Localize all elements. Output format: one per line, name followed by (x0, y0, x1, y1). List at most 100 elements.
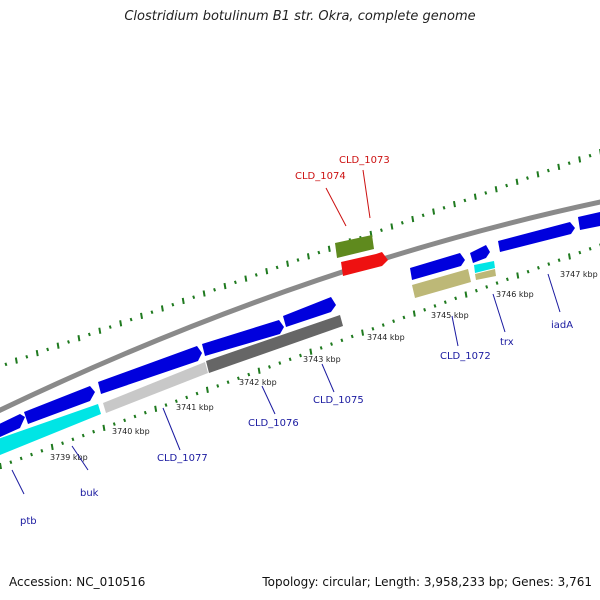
inner-tick (154, 405, 158, 413)
outer-tick (286, 260, 290, 267)
inner-tick (61, 441, 65, 445)
outer-tick (56, 342, 60, 349)
inner-tick (216, 384, 220, 388)
gene-label-CLD_1077[interactable]: CLD_1077 (157, 453, 208, 464)
gene-arrow-fwd-6[interactable] (410, 253, 465, 280)
outer-tick (14, 357, 18, 364)
gene-labels: ptb buk CLD_1077 CLD_1076 CLD_1075 CLD_1074 CL… (11, 155, 573, 527)
gene-leader-line (547, 273, 561, 313)
gene-leader-line (325, 187, 347, 227)
outer-tick (233, 280, 237, 285)
inner-tick (174, 399, 178, 404)
inner-tick (340, 338, 344, 343)
inner-tick (9, 460, 13, 465)
outer-tick (484, 191, 488, 195)
gene-label-CLD_1074[interactable]: CLD_1074 (295, 171, 346, 182)
gene-trx[interactable] (474, 261, 495, 273)
outer-tick (35, 349, 39, 357)
outer-tick (192, 295, 196, 300)
gene-leader-line (71, 445, 89, 471)
gene-label-CLD_1073[interactable]: CLD_1073 (339, 155, 390, 166)
gene-label-trx[interactable]: trx (500, 337, 514, 348)
inner-tick (71, 437, 75, 442)
outer-tick (306, 253, 310, 260)
gene-label-CLD_1076[interactable]: CLD_1076 (248, 418, 299, 429)
gene-trx-partner[interactable] (475, 269, 496, 280)
outer-tick (400, 220, 404, 225)
scale-label: 3745 kbp (431, 311, 469, 320)
inner-tick (567, 253, 571, 260)
inner-tick (526, 269, 530, 274)
highlighted-genes (335, 235, 388, 276)
outer-tick (390, 223, 394, 230)
inner-tick (268, 365, 271, 369)
gene-arrow-fwd-8[interactable] (498, 222, 575, 252)
gene-CLD_1072[interactable] (412, 269, 471, 298)
inner-tick (485, 285, 489, 289)
outer-tick (4, 362, 8, 367)
outer-tick (567, 161, 571, 165)
gene-arrow-fwd-5[interactable] (283, 297, 336, 327)
inner-tick (133, 414, 137, 419)
inner-tick (185, 395, 189, 400)
inner-tick (81, 433, 85, 438)
outer-tick (411, 215, 415, 223)
gene-leader-line (492, 293, 506, 333)
gene-CLD_1074[interactable] (335, 235, 374, 258)
inner-tick (330, 342, 333, 346)
inner-tick (464, 291, 468, 298)
gene-label-buk[interactable]: buk (80, 488, 99, 499)
inner-tick (319, 346, 323, 350)
gene-leader-line (362, 169, 371, 219)
inner-tick (454, 296, 458, 301)
inner-tick (123, 418, 127, 423)
inner-tick (402, 315, 406, 320)
outer-tick (119, 320, 123, 327)
outer-tick (515, 178, 519, 185)
outer-tick (254, 273, 258, 277)
scale-label: 3740 kbp (112, 427, 150, 436)
scale-label: 3741 kbp (176, 403, 214, 412)
inner-tick (257, 367, 261, 374)
inner-tick (557, 258, 561, 263)
outer-tick (202, 290, 206, 297)
outer-tick (463, 198, 467, 203)
gene-label-ptb[interactable]: ptb (20, 516, 37, 527)
outer-tick (296, 258, 300, 262)
gene-leader-line (162, 407, 181, 451)
outer-tick (181, 297, 185, 305)
gene-arrow-fwd-9[interactable] (578, 212, 600, 230)
gene-CLD_1076[interactable] (206, 315, 343, 373)
outer-tick (213, 287, 217, 292)
gene-label-iadA[interactable]: iadA (551, 320, 573, 331)
scale-label: 3746 kbp (496, 290, 534, 299)
outer-tick (588, 153, 592, 158)
gene-CLD_1073[interactable] (341, 252, 388, 276)
outer-tick (160, 305, 164, 312)
gene-arrow-fwd-2[interactable] (24, 386, 95, 424)
gene-label-CLD_1072[interactable]: CLD_1072 (440, 351, 491, 362)
gene-CLD_1077[interactable] (103, 362, 208, 413)
accession-label: Accession: NC_010516 (9, 575, 146, 589)
gene-arrow-fwd-4[interactable] (202, 320, 284, 356)
outer-tick (171, 302, 175, 307)
outer-tick (473, 193, 477, 200)
gene-arrow-fwd-1[interactable] (0, 414, 25, 437)
gene-ptb[interactable] (0, 404, 101, 458)
gene-label-CLD_1075[interactable]: CLD_1075 (313, 395, 364, 406)
inner-tick (474, 288, 478, 293)
inner-tick (309, 348, 313, 355)
gene-leader-line (451, 315, 459, 347)
outer-tick (244, 275, 248, 282)
outer-tick (77, 335, 81, 342)
gene-leader-line (321, 363, 335, 393)
outer-tick (223, 282, 227, 290)
gene-arrow-fwd-7[interactable] (470, 245, 490, 263)
inner-tick (495, 281, 499, 285)
inner-tick (361, 329, 365, 336)
outer-tick (505, 183, 509, 188)
inner-tick (19, 456, 23, 461)
gene-arrow-fwd-3[interactable] (98, 346, 202, 394)
scale-label: 3747 kbp (560, 270, 598, 279)
